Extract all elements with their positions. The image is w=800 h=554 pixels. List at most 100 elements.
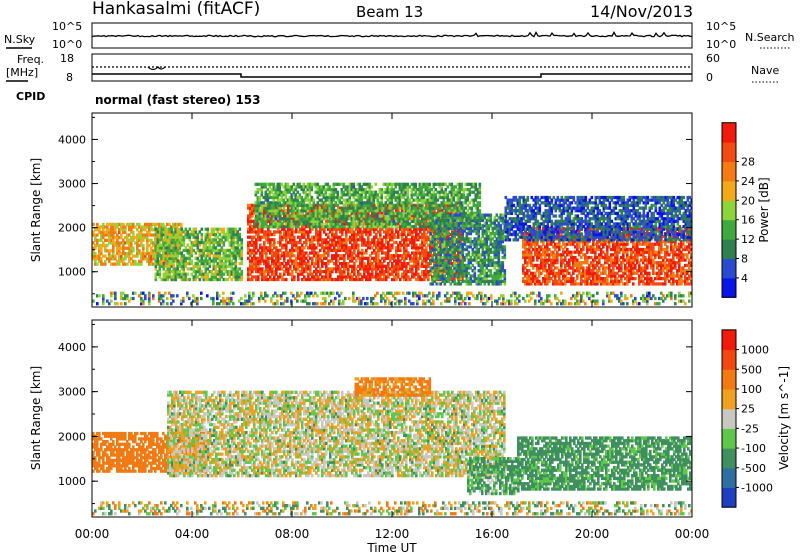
data-cell-power-r3 bbox=[402, 193, 406, 197]
data-cell-power-r2 bbox=[379, 275, 382, 279]
data-cell-power-r3 bbox=[468, 193, 472, 197]
data-cell-power-r2 bbox=[399, 259, 402, 263]
data-cell-power-r3 bbox=[404, 217, 408, 221]
data-cell-power-r0 bbox=[150, 257, 153, 261]
data-cell-power-r2 bbox=[327, 243, 330, 247]
data-cell-power-r2 bbox=[395, 275, 398, 279]
data-cell-power-r3 bbox=[288, 214, 292, 218]
data-cell-power-r0 bbox=[136, 236, 139, 240]
data-cell-power-r4 bbox=[443, 263, 447, 268]
data-cell-power-r0 bbox=[102, 222, 105, 227]
data-cell-power-r2 bbox=[333, 254, 336, 258]
data-cell-power-r2 bbox=[353, 277, 356, 282]
data-cell-power-r4 bbox=[437, 234, 441, 238]
data-cell-power-r3 bbox=[464, 182, 468, 186]
data-cell-power-r3 bbox=[398, 193, 402, 197]
data-cell-power-r0 bbox=[148, 222, 151, 227]
data-cell-power-r3 bbox=[360, 185, 364, 189]
data-cell-power-r1 bbox=[190, 259, 194, 263]
data-cell-power-r1 bbox=[210, 270, 214, 274]
data-cell-power-r0 bbox=[128, 225, 131, 229]
data-cell-power-r3 bbox=[268, 201, 272, 205]
data-cell-power-r3 bbox=[352, 185, 356, 189]
data-cell-power-r2 bbox=[279, 254, 282, 258]
data-cell-power-r2 bbox=[399, 277, 402, 282]
data-cell-power-r2 bbox=[381, 238, 384, 242]
data-cell-power-r2 bbox=[415, 227, 418, 231]
data-cell-power-r3 bbox=[296, 182, 300, 186]
data-cell-power-r1 bbox=[160, 248, 164, 253]
data-cell-power-r1 bbox=[166, 270, 170, 274]
data-cell-power-r2 bbox=[447, 203, 450, 208]
data-cell-power-r2 bbox=[313, 248, 316, 253]
data-cell-power-r3 bbox=[316, 193, 320, 197]
data-cell-power-r3 bbox=[366, 225, 370, 229]
data-cell-power-r2 bbox=[417, 203, 420, 208]
data-cell-power-r2 bbox=[339, 262, 342, 266]
data-cell-power-r2 bbox=[271, 262, 274, 266]
data-cell-power-r3 bbox=[328, 206, 332, 210]
data-cell-power-r4 bbox=[439, 245, 443, 249]
data-cell-power-r2 bbox=[317, 264, 320, 268]
data-cell-power-r2 bbox=[339, 277, 342, 282]
data-cell-power-r2 bbox=[421, 270, 424, 274]
data-cell-power-r2 bbox=[383, 275, 386, 279]
data-cell-power-r4 bbox=[441, 237, 445, 241]
data-cell-power-r2 bbox=[383, 214, 386, 218]
data-cell-power-r2 bbox=[393, 259, 396, 263]
data-cell-power-r3 bbox=[264, 214, 268, 218]
data-cell-power-r1 bbox=[234, 248, 238, 253]
data-cell-power-r2 bbox=[419, 277, 422, 282]
data-cell-power-r3 bbox=[474, 195, 478, 200]
data-cell-power-r4 bbox=[429, 221, 433, 225]
data-cell-power-r1 bbox=[186, 272, 190, 276]
data-cell-power-r3 bbox=[288, 203, 292, 208]
data-cell-power-r2 bbox=[411, 240, 414, 245]
data-cell-power-r3 bbox=[332, 182, 336, 186]
data-cell-power-r1 bbox=[240, 275, 244, 279]
data-cell-power-r2 bbox=[377, 240, 380, 245]
data-cell-power-r2 bbox=[361, 262, 364, 266]
data-cell-power-r1 bbox=[158, 270, 162, 274]
data-cell-power-r2 bbox=[313, 264, 316, 268]
data-cell-power-r2 bbox=[275, 264, 278, 268]
data-cell-power-r2 bbox=[317, 230, 320, 234]
data-cell-power-r3 bbox=[292, 203, 296, 208]
data-cell-power-r1 bbox=[218, 251, 222, 255]
data-cell-power-r2 bbox=[345, 267, 348, 271]
data-cell-power-r2 bbox=[437, 206, 440, 210]
data-cell-power-r3 bbox=[458, 211, 462, 216]
data-cell-power-r3 bbox=[438, 206, 442, 210]
data-cell-power-r2 bbox=[403, 256, 406, 260]
data-cell-power-r3 bbox=[290, 219, 294, 223]
data-cell-power-r2 bbox=[357, 270, 360, 274]
data-cell-power-r3 bbox=[406, 201, 410, 205]
data-cell-power-r0 bbox=[112, 238, 115, 242]
data-cell-power-r0 bbox=[100, 246, 103, 250]
data-cell-power-r0 bbox=[154, 222, 157, 227]
data-cell-power-r3 bbox=[262, 182, 266, 186]
data-cell-power-r4 bbox=[431, 269, 435, 273]
data-cell-power-r3 bbox=[356, 190, 360, 194]
data-cell-power-r1 bbox=[162, 256, 166, 260]
data-cell-power-r1 bbox=[158, 246, 162, 250]
data-cell-power-r3 bbox=[332, 214, 336, 218]
data-cell-power-r2 bbox=[413, 272, 416, 276]
data-cell-power-r3 bbox=[422, 217, 426, 221]
data-cell-power-r3 bbox=[314, 217, 318, 221]
data-cell-power-r2 bbox=[365, 267, 368, 271]
data-cell-power-r2 bbox=[249, 230, 252, 234]
data-cell-power-r2 bbox=[425, 248, 428, 253]
data-cell-power-r3 bbox=[428, 209, 432, 213]
data-cell-power-r3 bbox=[368, 185, 372, 189]
data-cell-power-r3 bbox=[352, 190, 356, 194]
data-cell-power-r3 bbox=[304, 214, 308, 218]
data-cell-power-r2 bbox=[311, 256, 314, 260]
data-cell-power-r3 bbox=[338, 209, 342, 213]
data-cell-power-r2 bbox=[253, 235, 256, 239]
data-cell-power-r3 bbox=[478, 209, 482, 213]
data-cell-power-r3 bbox=[266, 198, 270, 202]
data-cell-power-r3 bbox=[346, 201, 350, 205]
data-cell-power-r3 bbox=[366, 185, 370, 189]
data-cell-power-r3 bbox=[360, 188, 364, 192]
